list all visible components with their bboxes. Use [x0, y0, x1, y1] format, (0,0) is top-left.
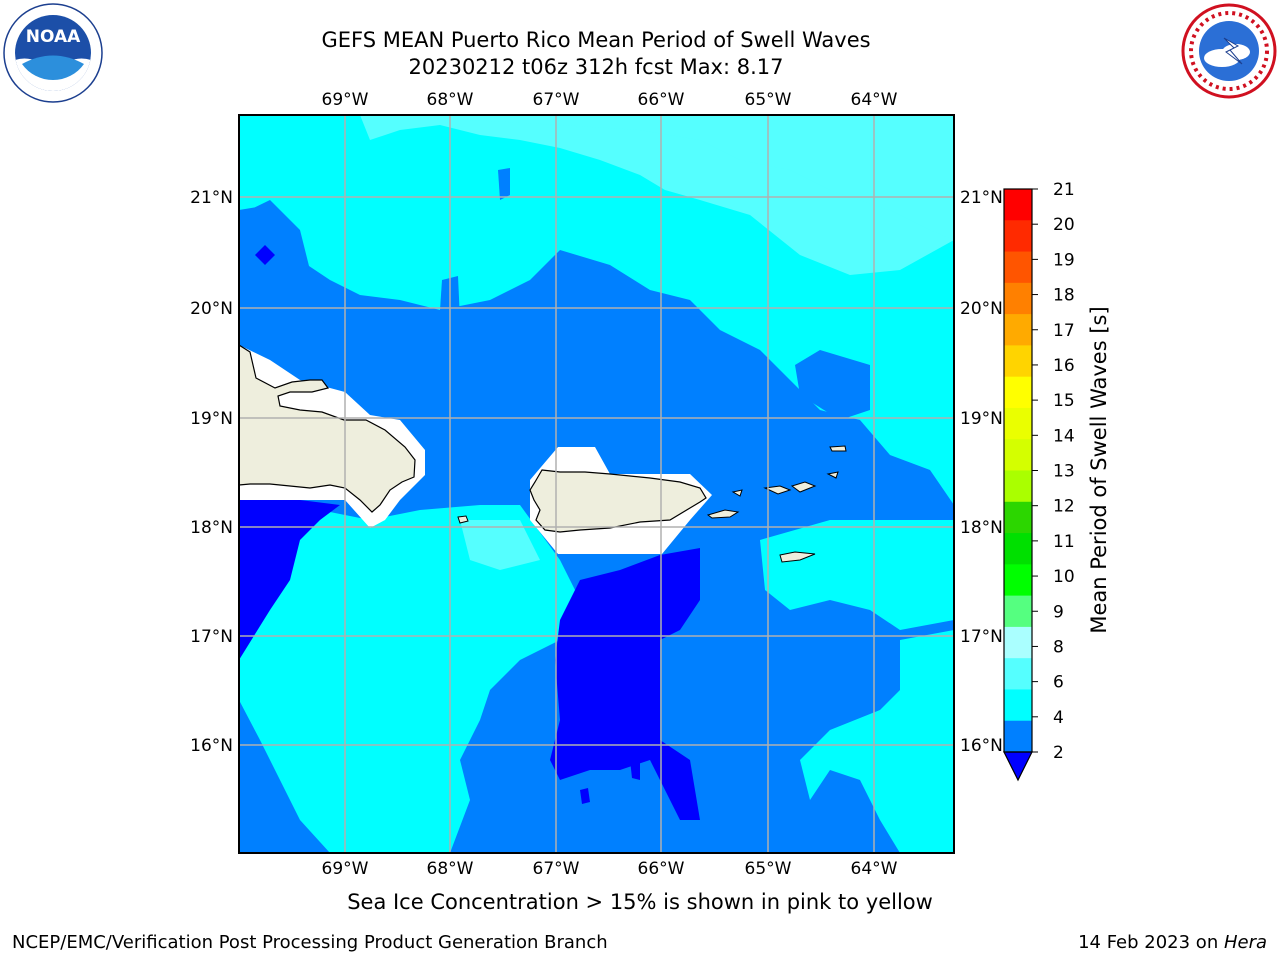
land-islet	[826, 471, 839, 479]
swell-4-6-patch	[239, 200, 330, 320]
lat-tick-left: 20°N	[190, 299, 233, 319]
lat-tick-right: 19°N	[960, 409, 1003, 429]
colorbar-extend-triangle	[1003, 751, 1033, 782]
lat-tick-right: 16°N	[960, 736, 1003, 756]
colorbar-segment	[1004, 501, 1032, 534]
colorbar-label: Mean Period of Swell Waves [s]	[1087, 306, 1111, 633]
land-culebra	[731, 489, 743, 497]
colorbar-segment	[1004, 533, 1032, 565]
land-puerto-rico	[529, 469, 707, 533]
lon-tick-top: 65°W	[745, 90, 792, 110]
colorbar-tick-label: 18	[1053, 286, 1075, 306]
colorbar-segment	[1004, 439, 1032, 471]
colorbar-tick-label: 14	[1053, 426, 1075, 446]
land-virgin-islands	[790, 481, 817, 493]
colorbar-segment	[1004, 564, 1032, 597]
land-virgin-islands	[763, 485, 792, 495]
land-vieques	[706, 509, 740, 519]
lat-tick-right: 20°N	[960, 299, 1003, 319]
lat-tick-left: 21°N	[190, 188, 233, 208]
lat-tick-right: 18°N	[960, 518, 1003, 538]
colorbar-tick-label: 10	[1053, 567, 1075, 587]
colorbar-tick-label: 6	[1053, 673, 1064, 693]
colorbar-segment	[1004, 407, 1032, 440]
colorbar-tick-label: 20	[1053, 215, 1075, 235]
colorbar-segment	[1004, 689, 1032, 722]
lat-tick-left: 16°N	[190, 736, 233, 756]
colorbar-tick-label: 19	[1053, 250, 1075, 270]
lon-tick-bottom: 66°W	[638, 859, 685, 879]
land-mona-island	[457, 515, 469, 524]
swell-2-4-patch	[630, 760, 640, 780]
colorbar-tick-label: 11	[1053, 532, 1075, 552]
swell-6-8-region	[320, 590, 480, 760]
lon-tick-top: 66°W	[638, 90, 685, 110]
colorbar-segment	[1004, 658, 1032, 690]
colorbar-segment	[1004, 376, 1032, 409]
date-text: 14 Feb 2023 on	[1078, 932, 1224, 953]
lon-tick-top: 69°W	[322, 90, 369, 110]
noaa-logo-text: NOAA	[26, 27, 81, 47]
noaa-logo: NOAA	[3, 3, 103, 103]
colorbar: 21 20 19 18 17 16 15 14 13 12 11 10 9 8 6 4 2	[1003, 180, 1075, 782]
swell-8-9-region	[360, 115, 954, 240]
colorbar-tick-label: 2	[1053, 743, 1064, 763]
lon-tick-top: 67°W	[533, 90, 580, 110]
land-anegada	[829, 445, 847, 452]
map-title: GEFS MEAN Puerto Rico Mean Period of Swe…	[321, 28, 871, 52]
colorbar-tick-label: 4	[1053, 708, 1064, 728]
host-name: Hera	[1223, 932, 1267, 953]
swell-6-8-region-southeast	[800, 630, 954, 853]
lon-tick-top: 68°W	[427, 90, 474, 110]
colorbar-segment	[1004, 470, 1032, 503]
colorbar-tick-label: 17	[1053, 321, 1075, 341]
swell-period-field	[239, 115, 954, 853]
sea-ice-note: Sea Ice Concentration > 15% is shown in …	[347, 890, 933, 914]
lon-tick-bottom: 65°W	[745, 859, 792, 879]
colorbar-tick-label: 8	[1053, 637, 1064, 657]
lat-tick-right: 17°N	[960, 627, 1003, 647]
swell-4-6-patch	[795, 350, 870, 420]
colorbar-segment	[1004, 314, 1032, 346]
map-subtitle: 20230212 t06z 312h fcst Max: 8.17	[408, 55, 784, 79]
swell-2-4-patch	[580, 788, 590, 804]
swell-2-4-patch	[255, 245, 275, 265]
branch-footer: NCEP/EMC/Verification Post Processing Pr…	[12, 932, 608, 953]
colorbar-segment	[1004, 251, 1032, 284]
swell-2-4-region-west	[239, 500, 340, 660]
lon-tick-top: 64°W	[851, 90, 898, 110]
colorbar-tick-label: 15	[1053, 391, 1075, 411]
colorbar-segment	[1004, 189, 1032, 221]
colorbar-segment	[1004, 720, 1032, 753]
colorbar-segment	[1004, 282, 1032, 315]
lat-tick-left: 17°N	[190, 627, 233, 647]
lon-tick-bottom: 68°W	[427, 859, 474, 879]
colorbar-segment	[1004, 626, 1032, 659]
swell-8-9-patch	[460, 520, 540, 570]
colorbar-tick-label: 13	[1053, 462, 1075, 482]
lon-tick-bottom: 69°W	[322, 859, 369, 879]
lon-tick-bottom: 67°W	[533, 859, 580, 879]
swell-6-8-region-east	[760, 520, 954, 630]
lon-tick-bottom: 64°W	[851, 859, 898, 879]
map-frame	[238, 114, 955, 854]
graticule	[239, 115, 954, 853]
colorbar-tick-label: 9	[1053, 602, 1064, 622]
lat-tick-left: 18°N	[190, 518, 233, 538]
land-hispaniola	[239, 344, 416, 513]
nws-logo	[1181, 3, 1277, 99]
colorbar-tick-label: 16	[1053, 356, 1075, 376]
colorbar-segment	[1004, 345, 1032, 378]
swell-4-6-patch	[498, 168, 510, 200]
lat-tick-left: 19°N	[190, 409, 233, 429]
colorbar-segment	[1004, 220, 1032, 253]
swell-2-4-region-south	[550, 548, 700, 820]
colorbar-tick-label: 12	[1053, 497, 1075, 517]
colorbar-tick-label: 21	[1053, 180, 1075, 200]
lat-tick-right: 21°N	[960, 188, 1003, 208]
date-footer: 14 Feb 2023 on Hera	[1078, 932, 1267, 953]
colorbar-segment	[1004, 595, 1032, 628]
land-st-croix	[779, 551, 816, 563]
